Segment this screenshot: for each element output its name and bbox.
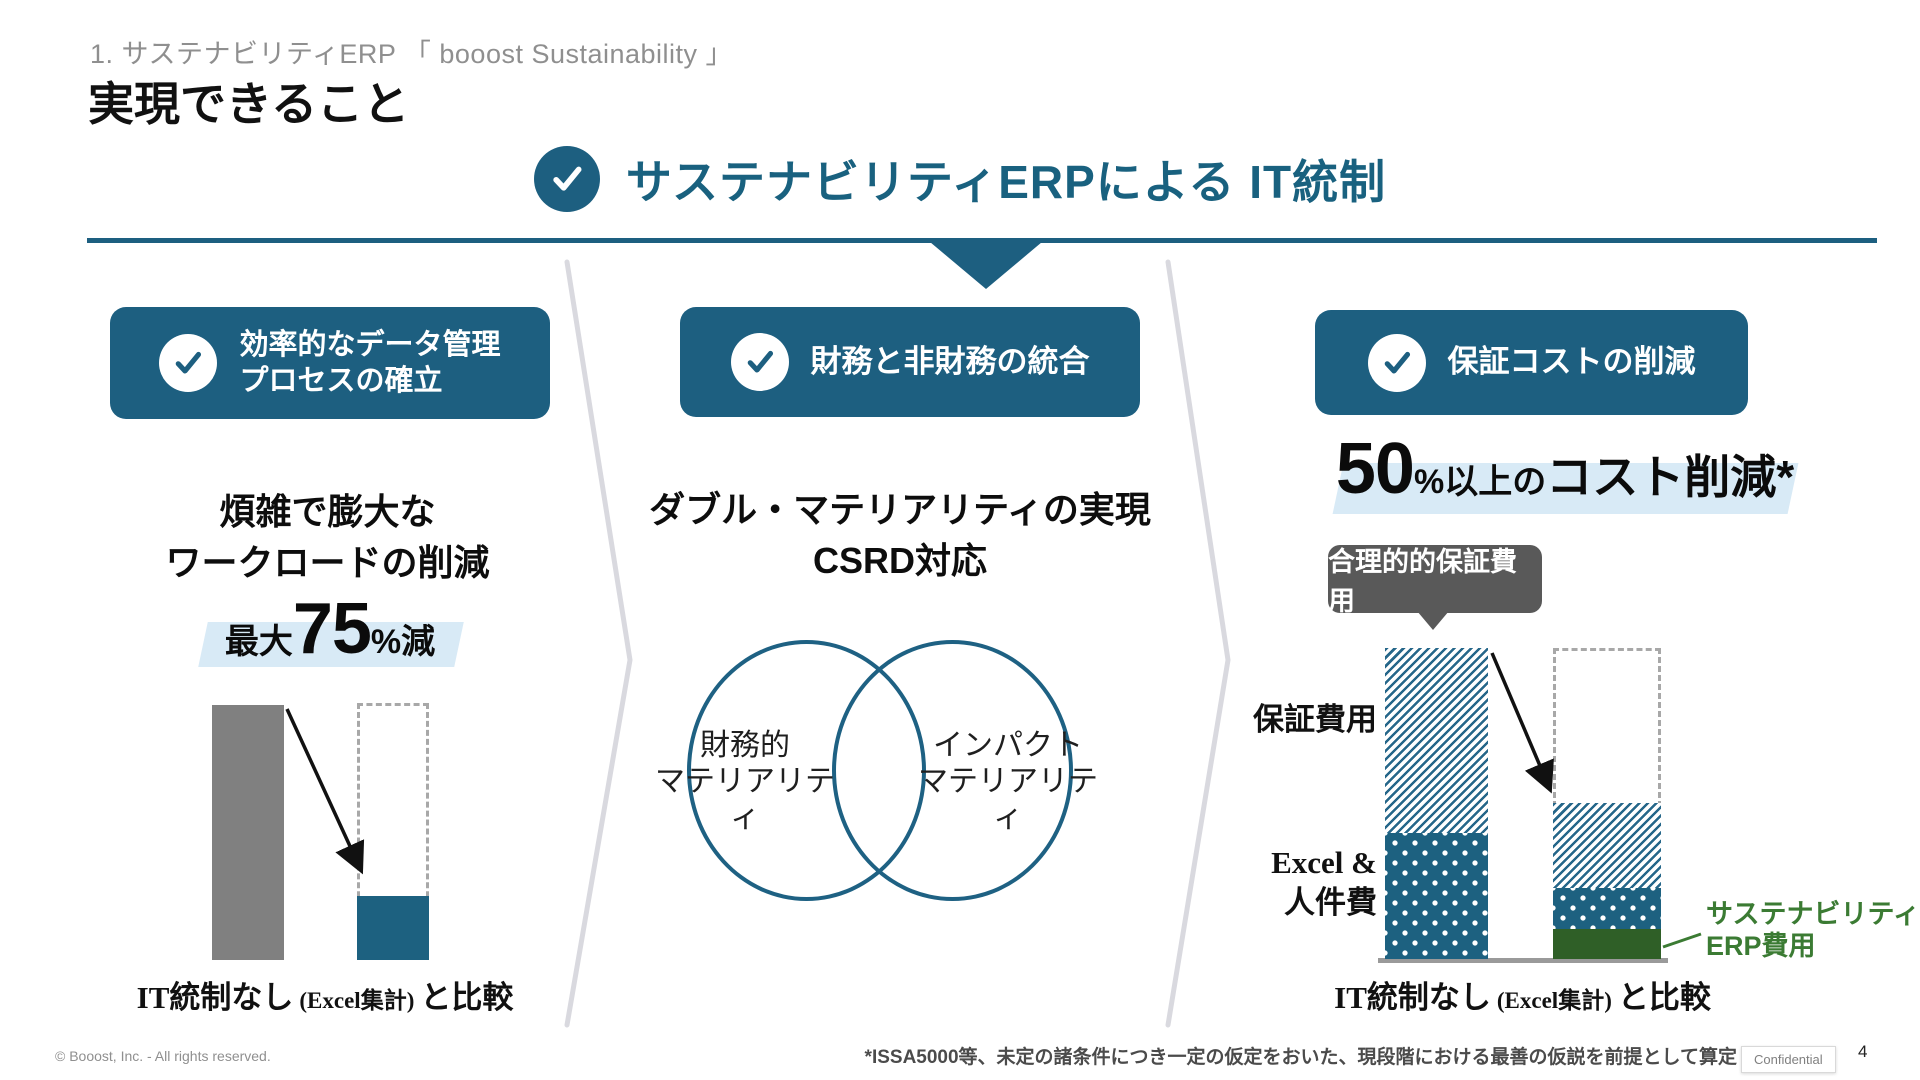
page-title: 実現できること [88,78,410,130]
badge-finance-integration: 財務と非財務の統合 [680,307,1140,417]
check-icon [730,333,789,391]
erp-label-leader-line [1662,932,1702,949]
slide-subtitle: 1. サステナビリティERP 「 booost Sustainability 」 [90,39,734,69]
double-materiality-text: ダブル・マテリアリティの実現 CSRD対応 [649,489,1151,582]
workload-reduction-text: 煩雑で膨大な ワークロードの削減 [165,491,490,584]
reduction-arrow-left [285,708,365,875]
highlight-tail: コスト削減* [1546,451,1795,503]
max-75-percent-label: 最大 75 %減 [150,588,510,670]
check-circle-icon [533,146,600,212]
venn-label-impact: インパクト マテリアリティ [918,729,1098,834]
badge-assurance-cost: 保証コストの削減 [1315,310,1748,415]
bar1-excel-labor-segment [1385,833,1488,959]
bar1-assurance-segment [1385,648,1488,833]
venn-label-financial: 財務的 マテリアリティ [655,729,835,834]
highlight-suffix: %減 [370,623,436,661]
check-icon [1367,333,1426,392]
banner: サステナビリティERPによる IT統制 [0,140,1920,218]
caption-paren: (Excel集計) [1496,988,1612,1013]
caption-tail: と比較 [420,980,514,1015]
tooltip-pointer [1417,611,1449,630]
column-divider-chevron-1 [564,259,633,1028]
down-triangle [930,242,1042,289]
badge-data-management: 効率的なデータ管理 プロセスの確立 [110,307,550,419]
label-excel-labor-cost: Excel & 人件費 [1271,845,1377,921]
badge-label: 保証コストの削減 [1447,344,1696,380]
caption-tail: と比較 [1617,980,1711,1015]
confidential-badge: Confidential [1741,1046,1836,1073]
badge-label: 効率的なデータ管理 プロセスの確立 [239,328,501,397]
left-chart-caption: IT統制なし (Excel集計) と比較 [120,972,530,1017]
banner-label: サステナビリティERPによる IT統制 [625,156,1387,208]
page-number: 4 [1858,1042,1868,1061]
divider-rule [87,238,1877,243]
cost-reduction-label: 50 %以上の コスト削減* [1315,428,1815,510]
reduction-arrow-right [1490,652,1554,794]
right-chart-baseline [1378,958,1668,963]
caption-paren: (Excel集計) [299,988,415,1013]
tooltip-label: 合理的的保証費用 [1328,547,1517,616]
caption-main: IT統制なし [1334,980,1491,1015]
highlight-number: 50 [1335,429,1415,509]
highlight-number: 75 [292,589,372,669]
label-assurance-cost: 保証費用 [1253,702,1377,737]
bar2-assurance-segment [1553,803,1661,888]
caption-main: IT統制なし [136,980,294,1015]
bar-reduced-workload [357,896,429,960]
badge-label: 財務と非財務の統合 [810,343,1090,379]
bar-baseline-workload [212,705,284,960]
footnote-text: *ISSA5000等、未定の諸条件につき一定の仮定をおいた、現段階における最善の… [864,1047,1737,1068]
highlight-prefix: 最大 [224,623,293,661]
highlight-mid: %以上の [1413,463,1547,501]
bar2-excel-labor-segment [1553,888,1661,929]
column-divider-chevron-2 [1165,259,1231,1028]
copyright-text: © Booost, Inc. - All rights reserved. [55,1048,271,1064]
venn-circle-impact [832,640,1073,901]
bar2-erp-cost-segment [1553,929,1661,959]
check-icon [159,334,218,392]
right-chart-caption: IT統制なし (Excel集計) と比較 [1330,972,1715,1017]
label-erp-cost: サステナビリティ ERP費用 [1706,899,1920,961]
tooltip-reasonable-assurance: 合理的的保証費用 [1328,545,1542,616]
